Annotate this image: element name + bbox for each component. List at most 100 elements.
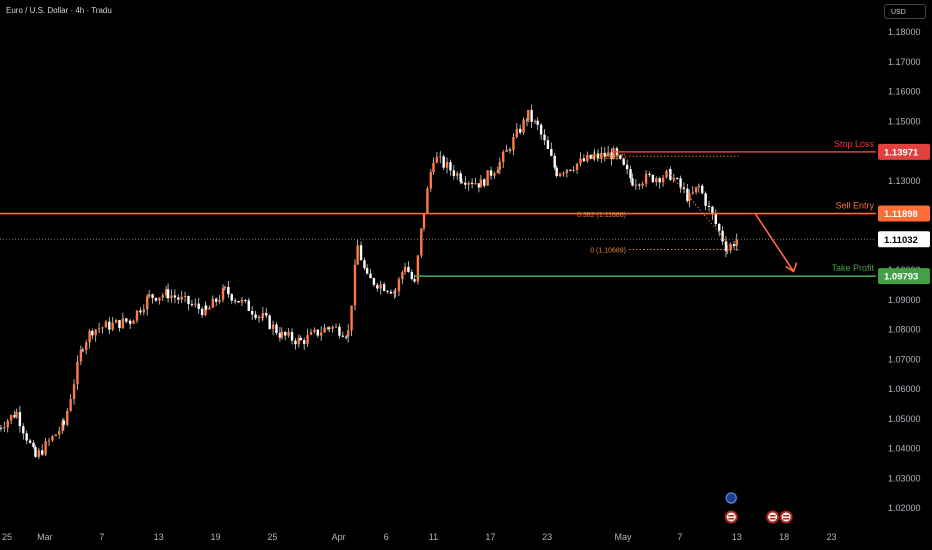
candle-body — [88, 330, 91, 343]
candle-body — [215, 298, 218, 302]
candle-body — [108, 321, 111, 330]
candle-body — [158, 297, 161, 301]
candle-body — [61, 420, 64, 432]
candle-body — [407, 266, 410, 272]
flag-stripe — [783, 518, 790, 520]
candle-body — [62, 420, 66, 425]
price-tick-label: 1.05000 — [888, 414, 921, 424]
current-price-badge-bg — [878, 231, 930, 248]
candle-body — [729, 244, 732, 251]
candle-body — [515, 128, 518, 138]
event-icon-upper — [725, 492, 737, 504]
candle-body — [610, 152, 613, 160]
stop-loss-price-badge-bg — [878, 143, 930, 160]
candle-body — [589, 154, 592, 159]
candle-body — [536, 120, 539, 125]
candle-body — [85, 342, 88, 351]
candle-body — [161, 295, 164, 298]
candle-body — [66, 410, 69, 425]
candle-body — [121, 318, 125, 329]
candle-body — [474, 183, 477, 185]
currency-button[interactable]: USD — [884, 4, 926, 19]
candle-body — [271, 324, 275, 329]
candle-body — [254, 314, 257, 319]
sell-entry-price-badge: 1.11898 — [884, 209, 918, 220]
levels: Stop Loss Sell Entry Take Profit — [0, 139, 876, 277]
price-tick-label: 1.08000 — [888, 325, 921, 335]
candle-body — [290, 332, 294, 341]
candle-body — [625, 164, 629, 170]
candle-body — [470, 182, 474, 185]
candle-body — [726, 250, 729, 252]
candle-body — [429, 172, 432, 189]
time-tick-label: 11 — [429, 532, 438, 542]
fib-level-label: 1 (1.13827) — [590, 154, 626, 161]
candle-body — [51, 436, 54, 441]
candle-body — [629, 169, 632, 179]
candle-body — [641, 183, 644, 186]
candle-body — [37, 450, 41, 457]
candle-body — [596, 153, 600, 159]
candle-body — [284, 331, 287, 336]
candle-body — [558, 173, 562, 177]
candle-body — [493, 173, 496, 176]
candle-body — [459, 173, 462, 182]
candle-body — [125, 318, 128, 322]
candle-body — [94, 329, 97, 336]
current-price-badge: 1.11032 — [884, 235, 918, 246]
candle-body — [456, 173, 459, 176]
candle-body — [309, 331, 313, 335]
candle-body — [376, 284, 379, 289]
flag-icon-3 — [779, 510, 793, 524]
candle-body — [287, 332, 290, 336]
candle-body — [146, 296, 149, 310]
candle-body — [439, 156, 442, 158]
candle-body — [54, 434, 58, 437]
candle-body — [135, 310, 139, 321]
candle-body — [187, 295, 190, 305]
candle-body — [393, 291, 396, 294]
stop-loss-price-badge: 1.13971 — [884, 147, 919, 158]
candle-body — [508, 149, 512, 151]
candle-body — [691, 192, 694, 194]
candle-body — [464, 182, 467, 185]
candle-body — [227, 286, 230, 295]
candle-body — [522, 119, 525, 133]
candle-body — [603, 152, 606, 157]
candle-body — [694, 187, 698, 193]
candle-body — [170, 295, 173, 299]
candle-body — [221, 288, 225, 300]
candle-body — [72, 384, 76, 400]
candle-body — [331, 326, 334, 329]
candles — [0, 104, 738, 460]
candle-body — [479, 179, 483, 188]
candle-body — [648, 173, 651, 175]
candle-body — [449, 162, 452, 171]
candle-body — [586, 154, 589, 162]
candle-body — [177, 297, 180, 300]
candle-body — [530, 109, 533, 122]
time-tick-label: Mar — [37, 532, 53, 542]
candle-body — [280, 331, 284, 338]
time-axis: 25 Mar 7 13 19 25 Apr 6 11 17 23 May 7 13 18 23 — [2, 532, 837, 542]
candle-body — [496, 169, 500, 174]
price-tick-label: 1.09000 — [888, 295, 921, 305]
candle-body — [435, 157, 439, 163]
candle-body — [675, 178, 679, 180]
candle-body — [432, 162, 435, 173]
candle-body — [151, 294, 154, 298]
candle-body — [9, 415, 13, 421]
candle-body — [166, 289, 170, 299]
time-tick-label: 25 — [267, 532, 277, 542]
candle-body — [631, 178, 634, 186]
candle-body — [655, 178, 658, 183]
candle-body — [341, 335, 345, 337]
candle-body — [422, 213, 426, 229]
candle-body — [111, 322, 114, 330]
candle-body — [183, 295, 187, 297]
candle-body — [316, 329, 319, 336]
time-tick-label: 13 — [732, 532, 742, 542]
candle-body — [389, 291, 393, 294]
candle-body — [651, 174, 655, 183]
